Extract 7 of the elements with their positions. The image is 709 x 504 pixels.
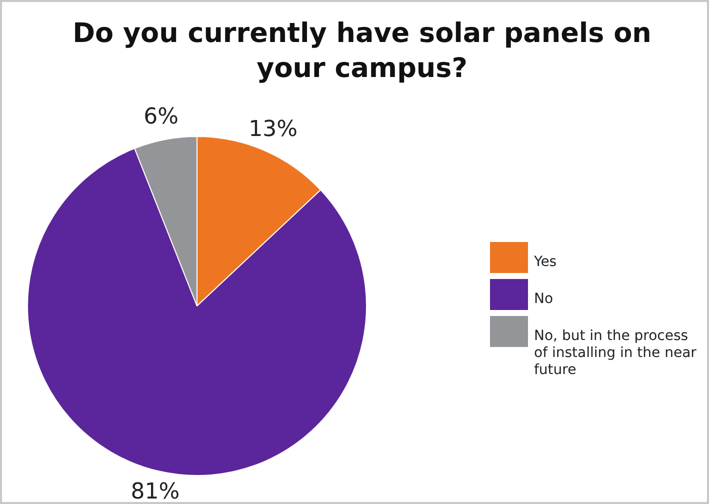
- data-label: 13%: [248, 116, 298, 142]
- legend-label: Yes: [534, 253, 557, 271]
- data-label: 6%: [144, 104, 179, 130]
- legend-label: No: [534, 290, 554, 308]
- legend-label: No, but in the process of installing in the near future: [534, 327, 698, 379]
- data-label: 81%: [130, 480, 180, 504]
- chart-title: Do you currently have solar panels on your campus?: [72, 17, 652, 86]
